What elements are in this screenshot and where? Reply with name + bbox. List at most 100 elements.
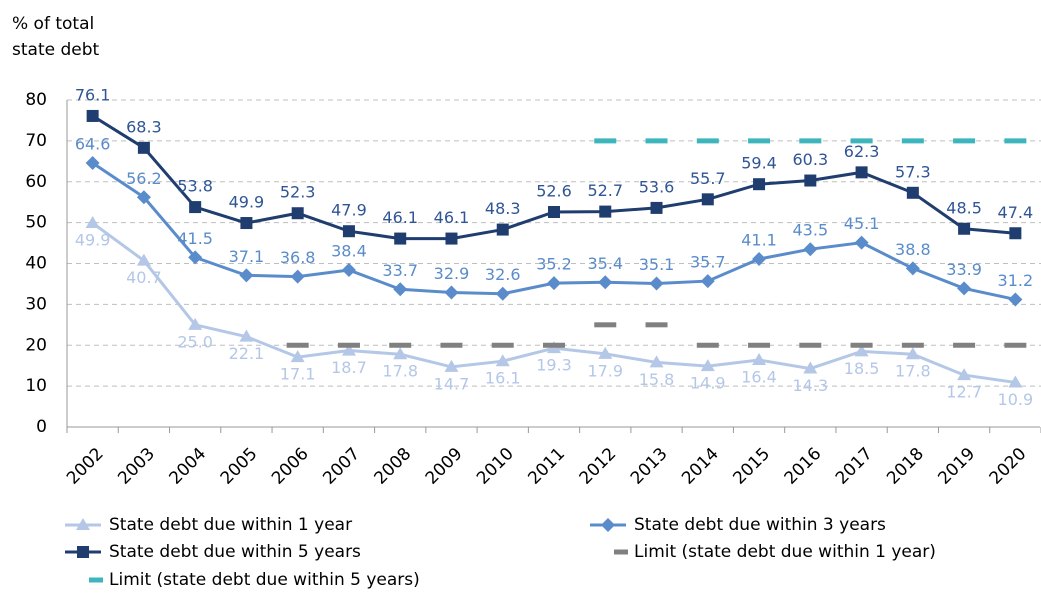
data-label: 56.2 [126,169,162,188]
data-label: 52.7 [587,181,623,200]
marker [543,342,565,348]
marker [341,343,356,356]
x-tick-label: 2003 [114,444,159,489]
x-tick-label: 2007 [319,444,364,489]
marker [701,193,714,206]
marker [850,138,873,144]
x-tick-label: 2011 [524,444,569,489]
marker [547,276,561,291]
legend-label: State debt due within 3 years [634,515,886,535]
y-axis-label: state debt [12,40,100,60]
data-label: 18.7 [331,358,367,377]
marker [854,235,869,250]
marker [85,216,100,229]
y-tick-label: 30 [25,294,47,314]
data-label: 47.9 [331,201,367,220]
data-label: 48.5 [946,198,982,217]
data-label: 38.4 [331,242,367,261]
data-label: 59.4 [741,154,777,173]
marker [188,250,203,265]
data-label: 12.7 [946,383,982,402]
data-label: 32.9 [434,264,470,283]
marker [906,186,919,199]
data-label: 35.4 [587,254,623,273]
data-label: 57.3 [895,162,931,181]
x-tick-label: 2016 [781,444,826,489]
data-label: 10.9 [998,390,1034,409]
marker [598,346,613,359]
legend-swatch [614,549,628,555]
marker [188,317,203,330]
marker [953,138,976,144]
marker [752,352,767,365]
marker [496,223,509,236]
data-label: 45.1 [844,214,880,233]
marker [700,274,715,289]
marker [136,253,151,266]
x-tick-label: 2020 [986,444,1031,489]
marker [850,342,873,348]
data-label: 43.5 [793,221,829,240]
marker [901,138,924,144]
data-label: 46.1 [434,208,470,227]
data-label: 53.6 [639,177,675,196]
marker [649,355,664,368]
legend-label: State debt due within 1 year [109,515,352,535]
data-label: 55.7 [690,169,726,188]
data-label: 25.0 [177,332,213,351]
x-tick-label: 2013 [627,444,672,489]
y-tick-label: 70 [25,131,47,151]
x-tick-label: 2017 [832,444,877,489]
data-label: 52.3 [280,183,316,202]
marker [393,347,408,360]
marker [957,281,972,296]
marker [748,138,771,144]
marker [905,261,920,276]
y-tick-label: 80 [25,90,47,110]
data-label: 31.2 [998,271,1034,290]
marker [491,342,514,348]
marker [290,350,305,363]
marker [599,205,612,218]
marker [953,342,976,348]
marker [799,138,822,144]
marker [1009,227,1022,240]
data-label: 17.8 [382,362,418,381]
marker [440,342,463,348]
data-label: 60.3 [793,150,829,169]
x-tick-label: 2010 [473,444,518,489]
x-tick-label: 2009 [422,444,467,489]
data-label: 17.8 [895,362,931,381]
marker [650,201,663,214]
data-label: 46.1 [382,208,418,227]
marker [337,342,360,348]
marker [855,166,868,179]
marker [645,138,668,144]
data-label: 14.7 [434,374,470,393]
marker [803,242,818,257]
x-tick-label: 2006 [268,444,313,489]
marker [799,342,822,348]
data-label: 41.5 [177,229,213,248]
marker [495,354,510,367]
data-label: 18.5 [844,359,880,378]
marker [748,342,771,348]
marker [594,138,617,144]
y-tick-label: 0 [36,417,47,437]
legend-marker [76,518,90,530]
data-label: 35.7 [690,253,726,272]
data-label: 14.3 [793,376,829,395]
marker [137,141,150,154]
data-label: 49.9 [229,193,265,212]
y-tick-label: 60 [25,172,47,192]
x-tick-label: 2008 [371,444,416,489]
marker [444,285,459,300]
data-label: 49.9 [75,231,111,250]
marker [291,207,304,220]
legend-swatch [89,577,103,583]
data-label: 35.2 [536,255,572,274]
legend-label: Limit (state debt due within 5 years) [109,570,420,590]
y-tick-label: 20 [25,335,47,355]
marker [239,329,254,342]
marker [594,322,617,328]
